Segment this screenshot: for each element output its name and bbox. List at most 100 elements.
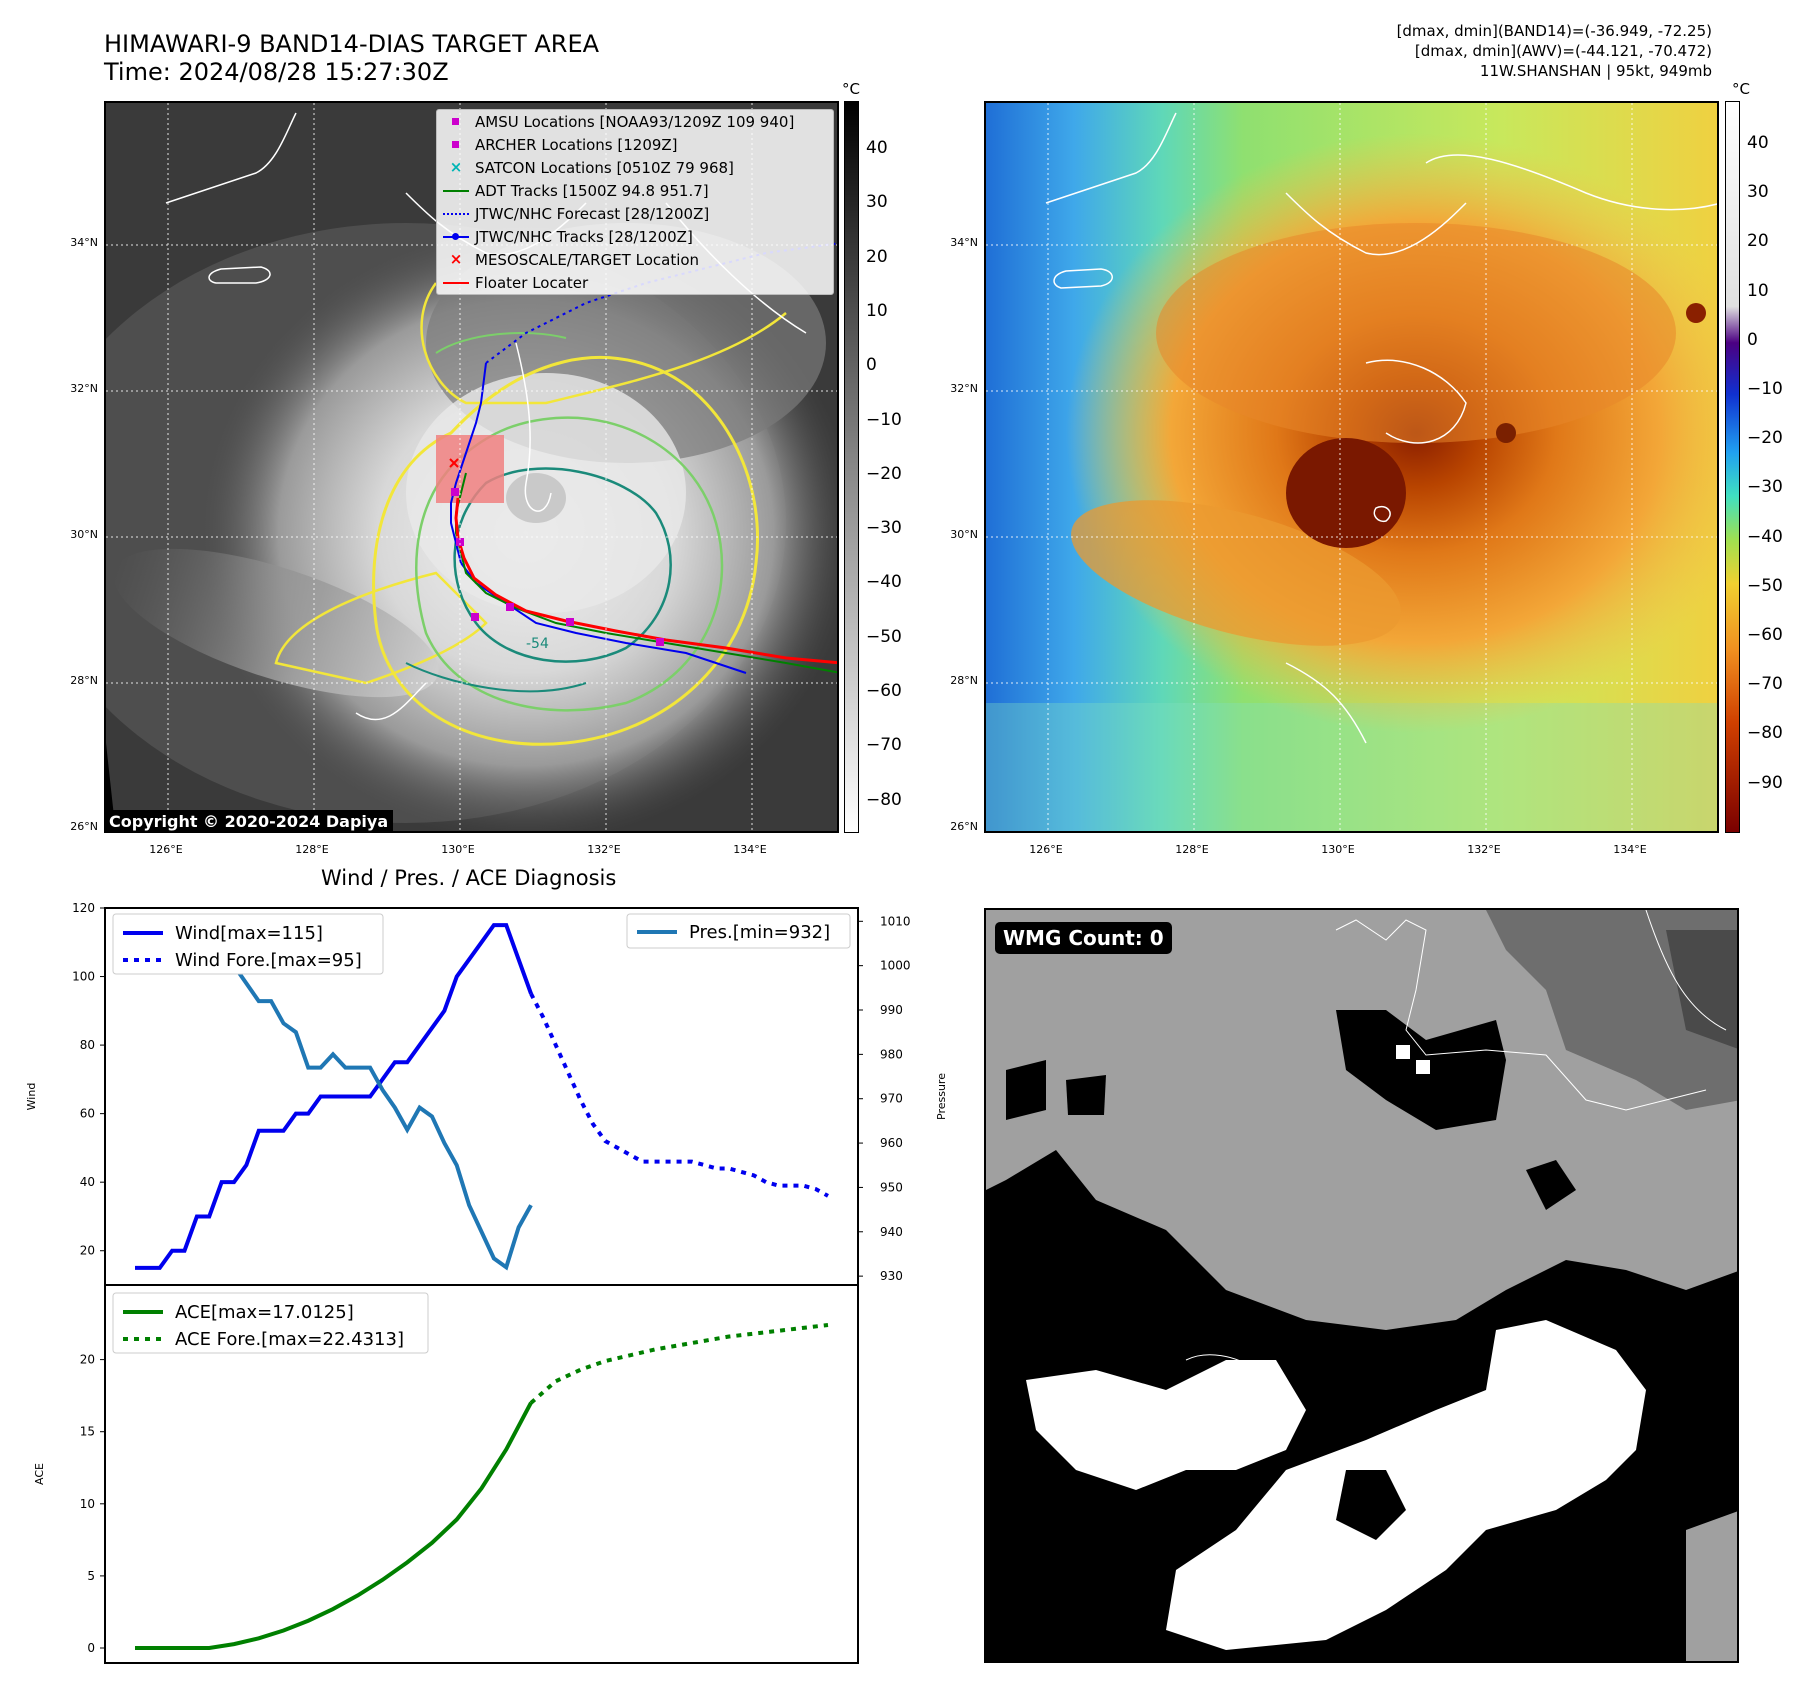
line-dot-icon bbox=[437, 225, 475, 248]
lon-label: 130°E bbox=[441, 843, 475, 856]
wind-tick-label: 80 bbox=[80, 1038, 95, 1052]
colorbar-tick: −20 bbox=[1747, 428, 1783, 449]
colorbar-tick: −10 bbox=[866, 409, 902, 430]
colorbar-tick: −70 bbox=[866, 735, 902, 756]
pres-tick-label: 1000 bbox=[880, 959, 911, 973]
colorbar-tick: −40 bbox=[1747, 526, 1783, 547]
lat-label: 26°N bbox=[950, 820, 978, 833]
legend-archer: ARCHER Locations [1209Z] bbox=[437, 133, 833, 156]
colorbar-tick: −60 bbox=[866, 681, 902, 701]
colorbar-tick: 20 bbox=[866, 246, 888, 267]
lat-label: 30°N bbox=[70, 528, 98, 541]
map-legend: AMSU Locations [NOAA93/1209Z 109 940] AR… bbox=[436, 109, 834, 295]
wind-pressure-plot: 120 100 80 60 40 20 1010 1000 990 980 970 960 950 940… bbox=[25, 901, 948, 1286]
lon-label: 130°E bbox=[1321, 843, 1355, 856]
x-marker-icon: × bbox=[449, 250, 463, 268]
figure-time: Time: 2024/08/28 15:27:30Z bbox=[104, 58, 449, 86]
ace-tick-label: 15 bbox=[80, 1425, 95, 1439]
legend-ace-label: ACE[max=17.0125] bbox=[175, 1302, 354, 1323]
diagnosis-title: Wind / Pres. / ACE Diagnosis bbox=[321, 866, 617, 890]
colorbar-tick: −50 bbox=[1747, 575, 1783, 596]
pres-tick-label: 980 bbox=[880, 1047, 903, 1061]
pres-legend-box bbox=[626, 913, 851, 949]
lat-label: 26°N bbox=[70, 820, 98, 833]
ace-tick-label: 0 bbox=[87, 1641, 95, 1655]
lon-label: 126°E bbox=[149, 843, 183, 856]
colorbar-tick: 0 bbox=[1747, 329, 1758, 350]
pres-tick-label: 1010 bbox=[880, 914, 911, 928]
legend-mesoscale: × MESOSCALE/TARGET Location bbox=[437, 248, 833, 271]
legend-pres-label: Pres.[min=932] bbox=[689, 922, 830, 943]
legend-wind-label: Wind[max=115] bbox=[175, 923, 323, 944]
colorbar-tick: −10 bbox=[1747, 379, 1783, 399]
ace-legend-box bbox=[112, 1292, 429, 1354]
lat-label: 34°N bbox=[70, 236, 98, 249]
ace-axis-label: ACE bbox=[33, 1463, 46, 1485]
contour-label: -54 bbox=[526, 636, 549, 652]
colorbar-tick: 40 bbox=[1747, 133, 1769, 153]
pres-tick-label: 930 bbox=[880, 1269, 903, 1283]
pressure-line bbox=[135, 928, 533, 1271]
lon-label: 126°E bbox=[1029, 843, 1063, 856]
lon-label: 134°E bbox=[1613, 843, 1647, 856]
wind-forecast-line bbox=[529, 992, 829, 1198]
colorbar-tick: −30 bbox=[866, 518, 902, 539]
lon-label: 134°E bbox=[733, 843, 767, 856]
lon-label: 128°E bbox=[295, 843, 329, 856]
copyright-label: Copyright © 2020-2024 Dapiya bbox=[104, 810, 394, 833]
line-icon bbox=[437, 179, 475, 202]
pres-tick-label: 990 bbox=[880, 1003, 903, 1017]
ace-tick-label: 5 bbox=[87, 1569, 95, 1583]
lon-label: 132°E bbox=[1467, 843, 1501, 856]
pres-tick-label: 940 bbox=[880, 1225, 903, 1239]
wmg-map bbox=[986, 910, 1737, 1661]
awv-range: [dmax, dmin](AWV)=(-44.121, -70.472) bbox=[1414, 42, 1712, 60]
ace-tick-label: 10 bbox=[80, 1497, 95, 1511]
pres-tick-label: 960 bbox=[880, 1136, 903, 1150]
lat-label: 28°N bbox=[70, 674, 98, 687]
wind-tick-label: 20 bbox=[80, 1244, 95, 1258]
colorbar-tick: 30 bbox=[1747, 182, 1769, 203]
color-colorbar-unit: °C bbox=[1732, 80, 1750, 98]
color-colorbar bbox=[1725, 101, 1740, 833]
x-marker-icon: × bbox=[449, 158, 463, 176]
ace-line bbox=[135, 1401, 533, 1650]
ir-map-panel: -54 bbox=[104, 101, 839, 833]
gray-colorbar bbox=[844, 101, 859, 833]
square-marker-icon bbox=[437, 110, 475, 133]
ace-plot: 20 15 10 5 0 ACE ACE[max=17.0125] ACE Fore.[max… bbox=[33, 1284, 859, 1664]
colorbar-tick: −40 bbox=[866, 572, 902, 593]
colorbar-tick: −60 bbox=[1747, 625, 1783, 645]
figure-title: HIMAWARI-9 BAND14-DIAS TARGET AREA bbox=[104, 30, 600, 58]
pres-tick-label: 970 bbox=[880, 1092, 903, 1106]
colorbar-tick: −80 bbox=[1747, 723, 1783, 744]
colorbar-tick: −70 bbox=[1747, 674, 1783, 695]
legend-wind-fore-label: Wind Fore.[max=95] bbox=[175, 950, 362, 971]
lat-label: 30°N bbox=[950, 528, 978, 541]
wind-tick-label: 40 bbox=[80, 1175, 95, 1189]
lat-label: 32°N bbox=[950, 382, 978, 395]
wind-tick-label: 60 bbox=[80, 1107, 95, 1121]
wind-axis-label: Wind bbox=[25, 1083, 38, 1111]
gray-colorbar-unit: °C bbox=[842, 80, 860, 98]
pres-tick-label: 950 bbox=[880, 1180, 903, 1194]
wmg-panel bbox=[984, 908, 1739, 1663]
colorbar-tick: 10 bbox=[1747, 280, 1769, 301]
ace-frame bbox=[104, 1284, 859, 1664]
ir-map: -54 bbox=[106, 103, 837, 831]
wind-tick-label: 100 bbox=[72, 970, 95, 984]
colorbar-tick: 40 bbox=[866, 138, 888, 158]
legend-jtwc-tracks: JTWC/NHC Tracks [28/1200Z] bbox=[437, 225, 833, 248]
ace-tick-label: 20 bbox=[80, 1353, 95, 1367]
wind-tick-label: 120 bbox=[72, 901, 95, 915]
lon-label: 132°E bbox=[587, 843, 621, 856]
lat-label: 34°N bbox=[950, 236, 978, 249]
legend-jtwc-forecast: JTWC/NHC Forecast [28/1200Z] bbox=[437, 202, 833, 225]
legend-amsu: AMSU Locations [NOAA93/1209Z 109 940] bbox=[437, 110, 833, 133]
colorbar-tick: 20 bbox=[1747, 231, 1769, 252]
diagnosis-chart: 1201008060402010101000990980970960950940… bbox=[25, 901, 948, 1664]
colorbar-tick: 10 bbox=[866, 300, 888, 321]
colorbar-tick: 0 bbox=[866, 355, 877, 376]
colorbar-tick: −30 bbox=[1747, 477, 1783, 498]
wmg-count-badge: WMG Count: 0 bbox=[995, 922, 1172, 954]
